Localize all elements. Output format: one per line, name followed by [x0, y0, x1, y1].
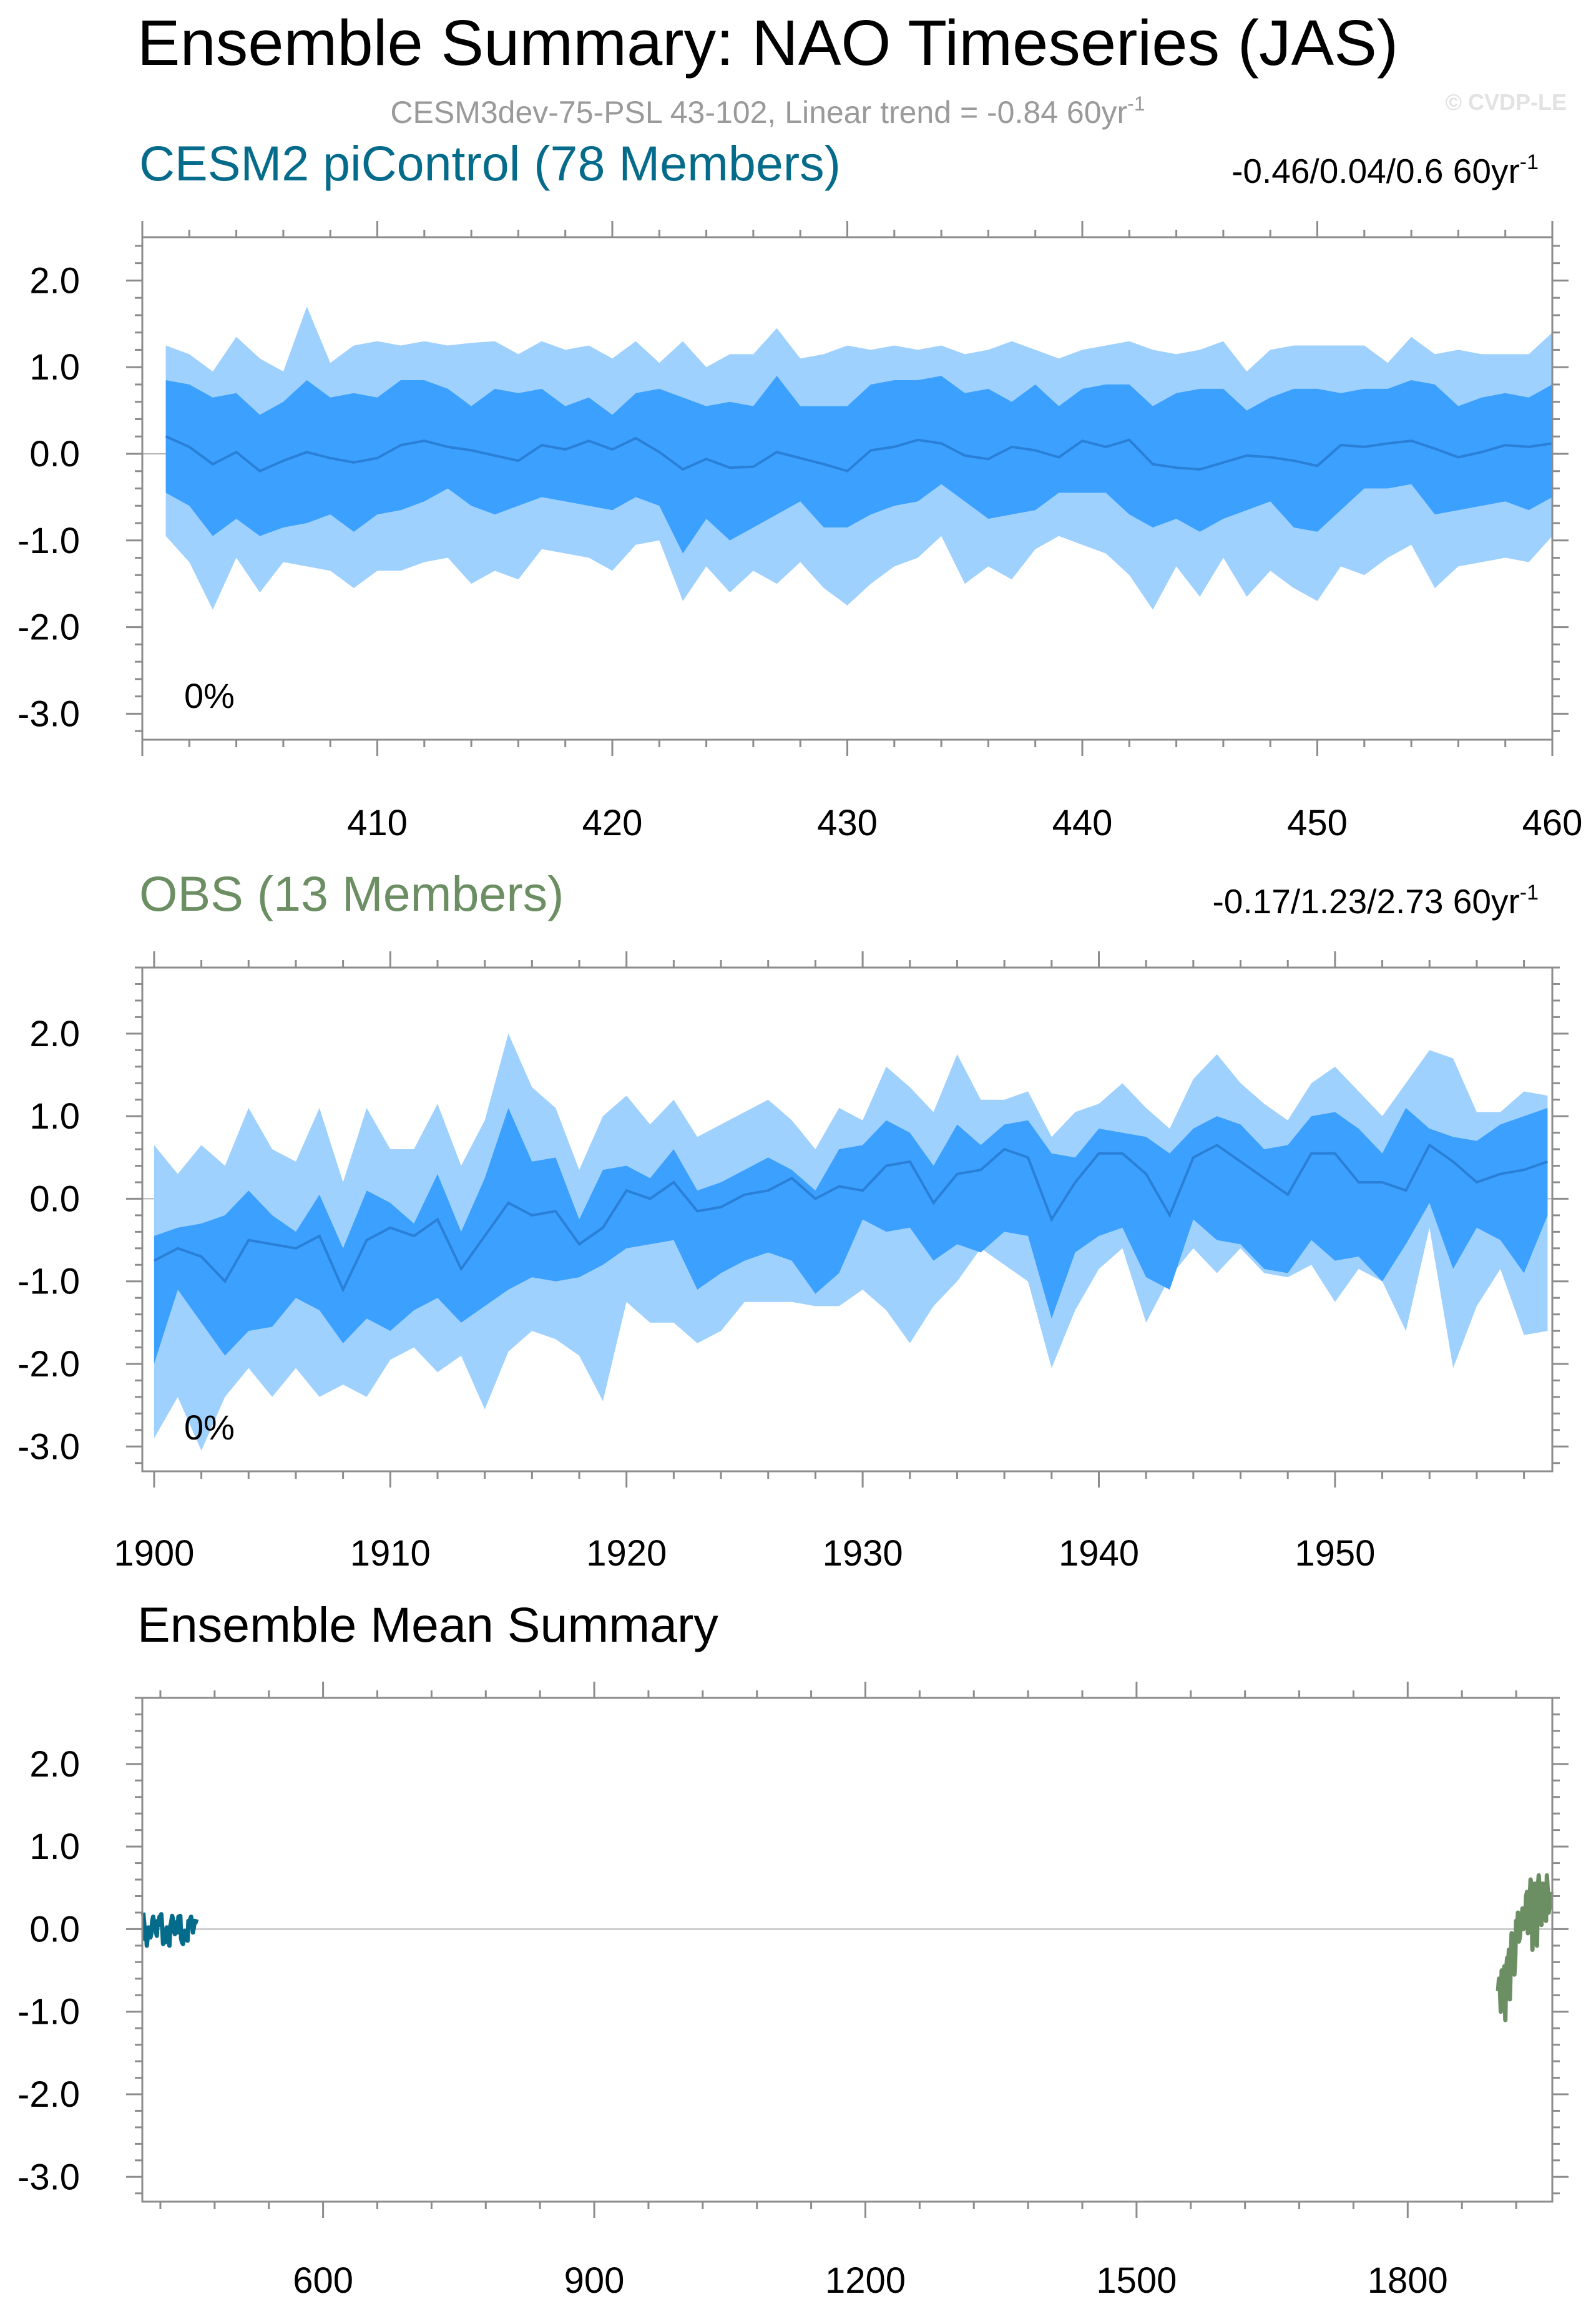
- plot-area-summary: 2.0 1.0 0.0 -1.0 -2.0 -3.0 600 900 1200 1500 1800: [17, 1682, 1569, 2301]
- y-tick-label: 0.0: [29, 1909, 80, 1949]
- x-tick-label: 430: [817, 803, 878, 843]
- x-tick-label: 460: [1522, 803, 1583, 843]
- y-tick-label: -1.0: [17, 1992, 80, 2032]
- percent-label-obs: 0%: [184, 1408, 235, 1447]
- x-tick-label: 900: [564, 2260, 625, 2301]
- y-tick-label: 2.0: [29, 1744, 80, 1785]
- y-tick-label: -3.0: [17, 1426, 80, 1467]
- trend-obs-sup: -1: [1520, 881, 1539, 905]
- x-tick-label: 1950: [1295, 1533, 1375, 1574]
- x-tick-label: 420: [582, 803, 643, 843]
- plot-frame: [141, 1697, 1554, 2203]
- plot-area-obs: 2.0 1.0 0.0 -1.0 -2.0 -3.0 1900 1910 1920 1930 194…: [17, 951, 1569, 1574]
- y-tick-label: 2.0: [29, 260, 80, 301]
- panel-obs: OBS (13 Members) -0.17/1.23/2.73 60yr-1 …: [17, 866, 1569, 1574]
- y-tick-label: -1.0: [17, 521, 80, 561]
- figure-title: Ensemble Summary: NAO Timeseries (JAS): [137, 7, 1398, 79]
- series-line-obs: [1496, 1873, 1554, 2022]
- trend-obs-text: -0.17/1.23/2.73 60yr: [1212, 882, 1519, 921]
- x-tick-label: 1940: [1059, 1533, 1139, 1574]
- y-tick-label: 0.0: [29, 434, 80, 474]
- y-tick-label: -1.0: [17, 1262, 80, 1302]
- band-25-75-percentile: [154, 1107, 1548, 1364]
- percent-label-cesm2: 0%: [184, 676, 235, 715]
- x-tick-label: 1910: [350, 1533, 431, 1574]
- x-tick-label: 1900: [114, 1533, 194, 1574]
- x-tick-label: 1500: [1096, 2260, 1177, 2301]
- plot-frame: [141, 966, 1554, 1473]
- y-tick-label: 0.0: [29, 1179, 80, 1219]
- panel-cesm2-picontrol: CESM2 piControl (78 Members) -0.46/0.04/…: [17, 135, 1582, 843]
- panel-title-cesm2: CESM2 piControl (78 Members): [139, 135, 841, 191]
- panel-title-obs: OBS (13 Members): [139, 866, 564, 921]
- y-tick-label: -3.0: [17, 2157, 80, 2197]
- ensemble-mean-line: [165, 435, 1553, 473]
- band-25-75-percentile: [165, 376, 1552, 554]
- plot-area-cesm2: 2.0 1.0 0.0 -1.0 -2.0 -3.0 410 420 430 440 450 460: [17, 221, 1582, 843]
- trend-cesm2-text: -0.46/0.04/0.6 60yr: [1231, 152, 1520, 190]
- x-tick-label: 410: [347, 803, 408, 843]
- panel-title-summary: Ensemble Mean Summary: [137, 1597, 718, 1652]
- y-tick-label: -3.0: [17, 694, 80, 734]
- y-tick-label: -2.0: [17, 2074, 80, 2115]
- credit-watermark: © CVDP-LE: [1445, 89, 1567, 115]
- x-tick-label: 1920: [586, 1533, 667, 1574]
- x-tick-label: 1800: [1368, 2260, 1448, 2301]
- x-tick-label: 600: [293, 2260, 353, 2301]
- trend-cesm2: -0.46/0.04/0.6 60yr-1: [1231, 150, 1539, 190]
- x-tick-label: 1930: [823, 1533, 903, 1574]
- ensemble-mean-line: [153, 1143, 1549, 1293]
- subtitle-text: CESM3dev-75-PSL 43-102, Linear trend = -…: [390, 95, 1127, 130]
- figure-subtitle: CESM3dev-75-PSL 43-102, Linear trend = -…: [390, 92, 1145, 130]
- x-tick-label: 1200: [825, 2260, 906, 2301]
- x-tick-label: 440: [1052, 803, 1113, 843]
- subtitle-superscript: -1: [1127, 92, 1145, 115]
- trend-obs: -0.17/1.23/2.73 60yr-1: [1212, 881, 1539, 921]
- y-tick-label: 1.0: [29, 347, 80, 388]
- trend-cesm2-sup: -1: [1520, 150, 1539, 174]
- y-tick-label: 2.0: [29, 1014, 80, 1054]
- x-tick-label: 450: [1287, 803, 1348, 843]
- y-tick-label: -2.0: [17, 607, 80, 648]
- y-tick-label: 1.0: [29, 1826, 80, 1867]
- y-tick-label: 1.0: [29, 1096, 80, 1137]
- panel-ensemble-mean-summary: Ensemble Mean Summary 2.0 1.0 0.0 -1.0 -2.0 -…: [17, 1597, 1569, 2301]
- series-line-cesm2-picontrol: [140, 1912, 199, 1948]
- y-tick-label: -2.0: [17, 1344, 80, 1385]
